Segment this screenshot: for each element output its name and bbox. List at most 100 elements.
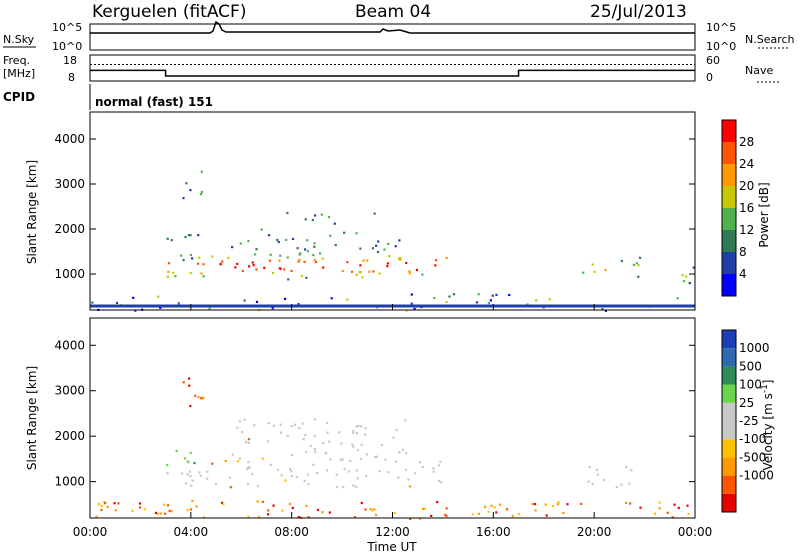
heat-cell — [352, 484, 355, 487]
heat-cell — [307, 516, 310, 519]
heat-cell — [677, 506, 680, 509]
heat-cell — [211, 255, 214, 258]
heat-cell — [246, 468, 249, 471]
heat-cell — [237, 460, 240, 463]
heat-cell — [251, 473, 254, 476]
heat-cell — [413, 472, 416, 475]
y-tick-label: 3000 — [54, 384, 85, 398]
heat-cell — [394, 245, 397, 248]
velocity-colorbar-label-sup: -1 — [760, 384, 770, 393]
heat-cell — [164, 512, 167, 515]
heat-cell — [329, 458, 332, 461]
cpid-panel: CPID normal (fast) 151 — [3, 84, 213, 110]
heat-cell — [163, 503, 166, 506]
heat-cell — [498, 503, 502, 506]
heat-cell — [487, 510, 490, 513]
heat-cell — [189, 271, 192, 275]
heat-cell — [285, 238, 288, 241]
power-colorbar-tick: 12 — [739, 223, 754, 237]
heat-cell — [306, 473, 309, 476]
heat-cell — [375, 455, 379, 458]
heat-cell — [620, 483, 623, 486]
heat-cell — [268, 259, 271, 262]
heat-cell — [360, 501, 363, 505]
heat-cell — [685, 275, 688, 278]
heat-cell — [341, 458, 344, 461]
heat-cell — [397, 476, 400, 479]
freq-tick-bottom: 8 — [68, 71, 75, 84]
heat-cell — [436, 500, 439, 504]
y-tick-label: 4000 — [54, 132, 85, 146]
heat-cell — [676, 297, 679, 300]
heat-cell — [252, 264, 255, 267]
heat-cell — [290, 470, 293, 473]
heat-cell — [113, 502, 116, 505]
heat-cell — [328, 440, 331, 443]
heat-cell — [277, 240, 280, 244]
heat-cell — [548, 298, 551, 301]
heat-cell — [91, 301, 94, 304]
heat-cell — [475, 301, 479, 304]
heat-cell — [190, 484, 193, 487]
heat-cell — [106, 505, 109, 508]
noise-tick-right-bottom: 10^0 — [706, 40, 736, 53]
heat-cell — [373, 508, 376, 511]
heat-cell — [191, 257, 194, 260]
heat-cell — [352, 429, 355, 432]
heat-cell — [349, 459, 352, 463]
beam-title: Beam 04 — [355, 2, 431, 22]
heat-cell — [320, 213, 323, 216]
heat-cell — [355, 469, 358, 472]
heat-cell — [340, 458, 343, 461]
heat-cell — [247, 438, 251, 441]
heat-cell — [316, 508, 320, 511]
heat-cell — [299, 252, 302, 255]
heat-cell — [637, 275, 640, 278]
heat-cell — [393, 512, 396, 515]
heat-cell — [198, 471, 201, 474]
heat-cell — [199, 193, 203, 196]
heat-cell — [671, 516, 674, 519]
heat-cell — [448, 295, 451, 298]
y-tick-label: 2000 — [54, 222, 85, 236]
heat-cell — [138, 506, 142, 509]
heat-cell — [638, 256, 642, 259]
heat-cell — [166, 472, 169, 475]
heat-cell — [182, 197, 185, 200]
heat-cell — [261, 457, 264, 460]
heat-cell — [248, 466, 251, 469]
heat-cell — [309, 444, 312, 448]
heat-cell — [440, 481, 443, 484]
heat-cell — [346, 261, 349, 264]
heat-cell — [167, 262, 171, 265]
heat-cell — [368, 270, 371, 273]
heat-cell — [286, 211, 289, 215]
noise-panel: N.Sky 10^5 10^0 10^5 10^0 N.Search — [3, 20, 795, 53]
heat-cell — [255, 300, 259, 303]
heat-cell — [384, 458, 387, 461]
heat-cell — [156, 513, 159, 516]
heat-cell — [243, 299, 246, 302]
heat-cell — [297, 303, 300, 306]
heat-cell — [206, 477, 209, 480]
heat-cell — [202, 275, 205, 278]
power-colorbar-segment — [722, 208, 736, 230]
power-colorbar-tick: 4 — [739, 267, 747, 281]
heat-cell — [314, 451, 317, 454]
power-colorbar-segment — [722, 274, 736, 296]
power-colorbar-segment — [722, 230, 736, 252]
heat-cell — [338, 431, 341, 434]
velocity-colorbar-segment — [722, 475, 736, 494]
heat-cell — [197, 262, 200, 265]
heat-cell — [692, 266, 695, 269]
y-tick-label: 1000 — [54, 475, 85, 489]
heat-cell — [328, 511, 331, 514]
heat-cell — [490, 504, 493, 507]
heat-cell — [300, 274, 303, 277]
heat-cell — [239, 242, 242, 245]
heat-cell — [432, 467, 435, 470]
heat-cell — [408, 270, 411, 273]
heat-cell — [206, 470, 209, 473]
noise-tick-right-top: 10^5 — [706, 21, 736, 34]
heat-cell — [628, 482, 631, 485]
